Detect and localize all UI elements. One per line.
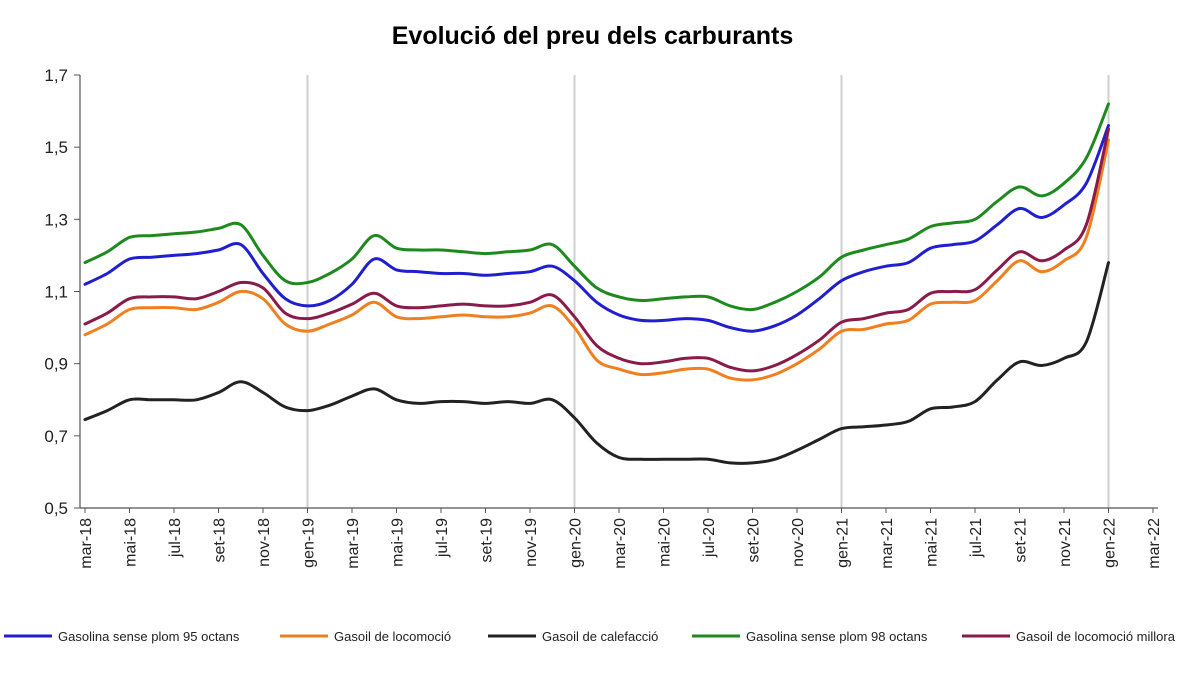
y-tick-label: 1,7: [44, 66, 68, 85]
x-tick-label: mar-19: [345, 518, 362, 569]
series-line-gasoil-calefaccio: [83, 261, 1110, 465]
legend-item: Gasoil de locomoció: [280, 629, 451, 644]
x-tick-label: gen-21: [835, 518, 852, 568]
legend-label: Gasoil de locomoció millora: [1016, 629, 1176, 644]
legend: Gasolina sense plom 95 octans Gasoil de l…: [4, 629, 1176, 644]
x-tick-label: set-19: [479, 518, 496, 563]
x-tick-label: jul-19: [434, 518, 451, 558]
series-line-gasoil-locomocio: [83, 138, 1110, 382]
legend-label: Gasoil de locomoció: [334, 629, 451, 644]
x-tick-label: mai-18: [123, 518, 140, 567]
legend-label: Gasoil de calefacció: [542, 629, 658, 644]
y-tick-label: 1,3: [44, 210, 68, 229]
x-tick-label: jul-20: [701, 518, 718, 558]
x-tick-label: mai-19: [390, 518, 407, 567]
series-lines: [83, 102, 1110, 465]
legend-item: Gasolina sense plom 95 octans: [4, 629, 240, 644]
legend-item: Gasoil de locomoció millora: [962, 629, 1176, 644]
x-tick-label: gen-19: [301, 518, 318, 568]
x-tick-label: mar-18: [78, 518, 95, 569]
legend-item: Gasolina sense plom 98 octans: [692, 629, 928, 644]
chart-title: Evolució del preu dels carburants: [391, 22, 794, 50]
year-separators: [306, 75, 1110, 508]
series-line-gasoil-locomocio-millora: [83, 127, 1110, 373]
y-tick-label: 0,5: [44, 499, 68, 518]
x-tick-label: gen-22: [1102, 518, 1119, 568]
x-tick-label: mai-21: [924, 518, 941, 567]
x-tick-label: nov-19: [523, 518, 540, 567]
y-axis-ticks: 1,7 1,5 1,3 1,1 0,9 0,7 0,5: [44, 66, 80, 518]
x-tick-label: jul-18: [167, 518, 184, 558]
x-tick-label: gen-20: [568, 518, 585, 568]
x-tick-label: mar-21: [879, 518, 896, 569]
x-tick-label: nov-21: [1057, 518, 1074, 567]
x-tick-label: mar-20: [612, 518, 629, 569]
legend-item: Gasoil de calefacció: [488, 629, 658, 644]
y-tick-label: 1,1: [44, 283, 68, 302]
x-tick-label: nov-20: [790, 518, 807, 567]
x-tick-label: set-20: [746, 518, 763, 563]
x-tick-label: set-18: [212, 518, 229, 563]
x-tick-label: mai-20: [657, 518, 674, 567]
legend-label: Gasolina sense plom 98 octans: [746, 629, 928, 644]
x-axis-ticks: mar-18 mai-18 jul-18 set-18 nov-18 gen-19 mar-…: [78, 508, 1163, 569]
legend-label: Gasolina sense plom 95 octans: [58, 629, 240, 644]
x-tick-label: set-21: [1013, 518, 1030, 563]
x-tick-label: nov-18: [256, 518, 273, 567]
y-tick-label: 1,5: [44, 138, 68, 157]
series-line-gasolina-95: [83, 124, 1110, 333]
x-tick-label: jul-21: [968, 518, 985, 558]
y-tick-label: 0,7: [44, 427, 68, 446]
y-tick-label: 0,9: [44, 355, 68, 374]
series-line-gasolina-98: [83, 102, 1110, 312]
x-tick-label: mar-22: [1146, 518, 1163, 569]
